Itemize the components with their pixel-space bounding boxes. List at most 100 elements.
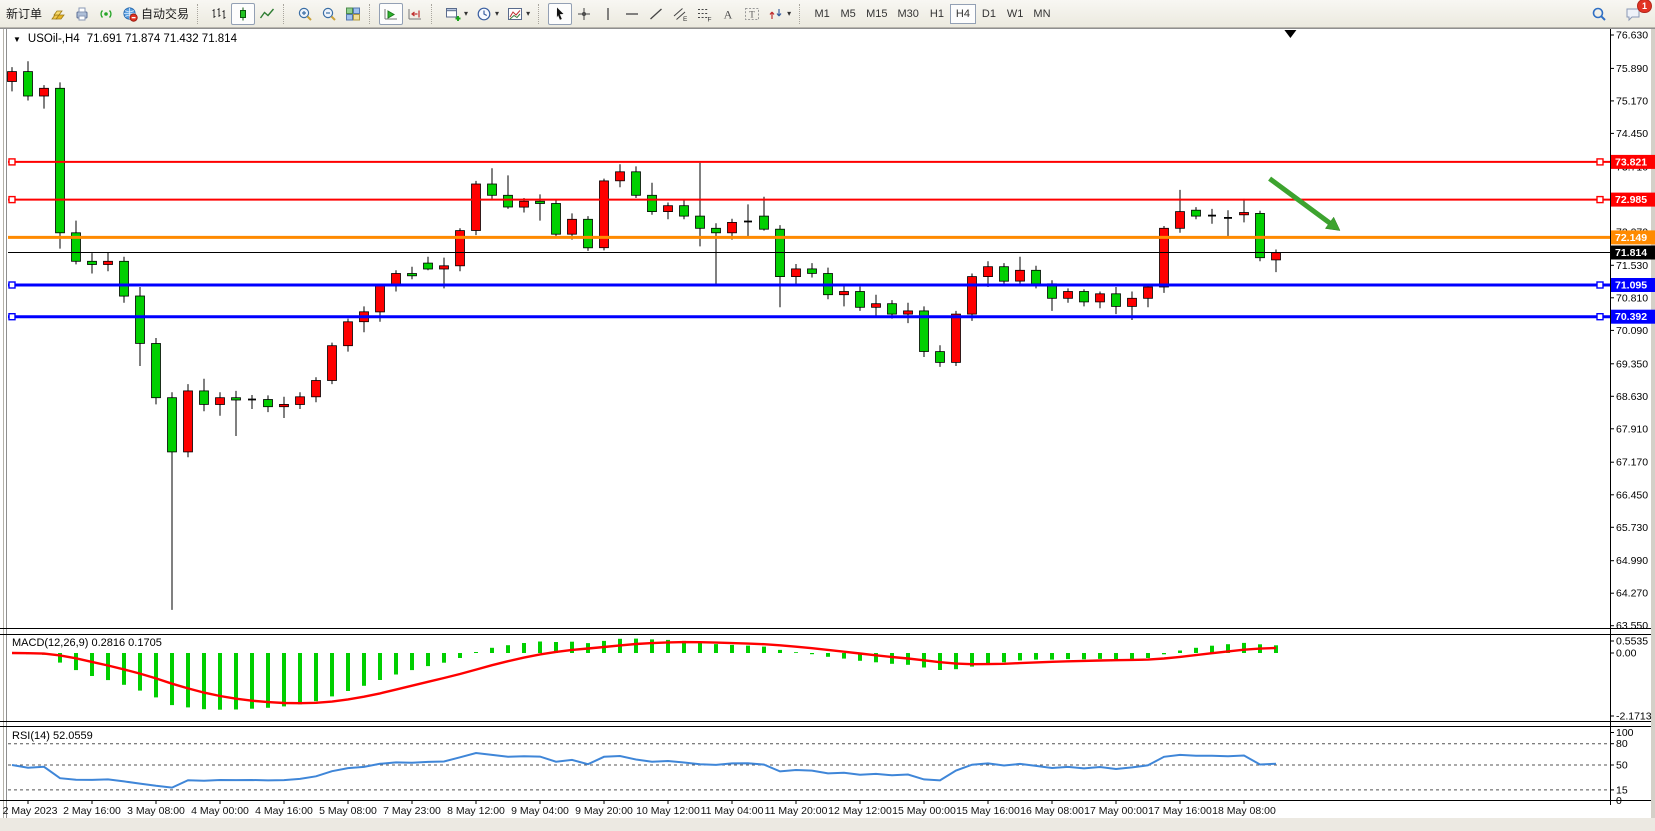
svg-text:100: 100 — [1616, 727, 1634, 739]
new-chart-button[interactable]: ▾ — [441, 3, 472, 25]
svg-text:T: T — [749, 9, 755, 19]
gold-button[interactable] — [46, 3, 70, 25]
candlestick-button[interactable] — [231, 2, 256, 25]
chart-ohlc-values: 71.691 71.874 71.432 71.814 — [86, 33, 237, 45]
tile-windows-button[interactable] — [341, 3, 365, 25]
arrows-tool-button[interactable]: ▾ — [764, 3, 795, 25]
trendline-button[interactable] — [644, 3, 668, 25]
fibonacci-icon: F — [698, 8, 712, 22]
fibonacci-button[interactable]: F — [692, 3, 716, 25]
toolbar-separator — [197, 3, 204, 24]
svg-text:71.095: 71.095 — [1615, 280, 1647, 292]
chart-menu-icon[interactable]: ▼ — [13, 34, 21, 44]
macd-signal-line — [11, 640, 1277, 705]
svg-text:74.450: 74.450 — [1616, 128, 1648, 140]
trendline-icon — [650, 8, 663, 19]
svg-text:65.730: 65.730 — [1616, 522, 1648, 534]
svg-text:4 May 00:00: 4 May 00:00 — [191, 805, 249, 817]
crosshair-icon — [578, 7, 591, 20]
template-button[interactable]: ▾ — [503, 3, 534, 25]
tab-timeframe-mn[interactable]: MN — [1028, 4, 1055, 24]
text-icon: A — [724, 7, 733, 21]
zoom-out-button[interactable] — [317, 3, 341, 25]
notification-badge: 1 — [1636, 0, 1652, 13]
chart-canvas[interactable]: 76.63075.89075.17074.45073.71072.99072.2… — [0, 28, 1655, 831]
date-axis[interactable]: 2 May 2023 2 May 16:00 3 May 08:00 4 May 00… — [3, 800, 1276, 817]
chart-shift-button[interactable] — [403, 3, 427, 25]
tab-timeframe-m30[interactable]: M30 — [893, 4, 924, 24]
zoom-in-button[interactable] — [293, 3, 317, 25]
tab-timeframe-h1[interactable]: H1 — [924, 4, 950, 24]
tab-timeframe-h4[interactable]: H4 — [949, 3, 976, 24]
signal-button[interactable] — [94, 3, 118, 25]
cursor-button[interactable] — [548, 2, 573, 25]
candles[interactable] — [7, 61, 1281, 610]
auto-trading-button[interactable]: 自动交易 — [118, 3, 193, 25]
svg-text:70.090: 70.090 — [1616, 325, 1648, 337]
candlestick-icon — [240, 7, 247, 20]
crosshair-button[interactable] — [572, 3, 596, 25]
svg-text:9 May 20:00: 9 May 20:00 — [575, 805, 633, 817]
svg-text:0: 0 — [1616, 795, 1622, 807]
period-clock-button[interactable]: ▾ — [472, 3, 503, 25]
toolbar-right-group: 1 — [1587, 0, 1652, 25]
toolbar-separator — [369, 3, 376, 24]
svg-text:76.630: 76.630 — [1616, 30, 1648, 42]
macd-histogram — [26, 638, 1278, 710]
arrow-annotation[interactable] — [1268, 176, 1341, 231]
line-chart-button[interactable] — [255, 3, 279, 25]
text-button[interactable]: A — [716, 3, 740, 25]
svg-text:17 May 16:00: 17 May 16:00 — [1148, 805, 1212, 817]
svg-text:10 May 12:00: 10 May 12:00 — [636, 805, 700, 817]
tab-timeframe-m15[interactable]: M15 — [861, 4, 892, 24]
svg-text:15: 15 — [1616, 784, 1628, 796]
vertical-line-button[interactable] — [596, 3, 620, 25]
svg-text:4 May 16:00: 4 May 16:00 — [255, 805, 313, 817]
svg-text:70.810: 70.810 — [1616, 292, 1648, 304]
svg-text:70.392: 70.392 — [1615, 311, 1647, 323]
tab-timeframe-w1[interactable]: W1 — [1002, 4, 1029, 24]
equidistant-channel-button[interactable]: E — [668, 3, 692, 25]
new-order-label: 新订单 — [6, 7, 43, 21]
chart-shift-marker[interactable] — [1284, 30, 1297, 38]
svg-text:72.149: 72.149 — [1615, 232, 1647, 244]
cursor-icon — [556, 7, 564, 20]
svg-text:68.630: 68.630 — [1616, 391, 1648, 403]
rsi-line — [11, 751, 1277, 789]
bar-chart-button[interactable] — [207, 3, 231, 25]
text-label-button[interactable]: T — [740, 3, 764, 25]
toolbar: 新订单 自动交易 ▾ ▾ — [0, 0, 1655, 28]
svg-text:12 May 12:00: 12 May 12:00 — [828, 805, 892, 817]
auto-scroll-button[interactable] — [379, 2, 404, 25]
svg-text:0.5535: 0.5535 — [1616, 636, 1648, 648]
signal-icon — [100, 9, 112, 18]
price-axis[interactable]: 76.63075.89075.17074.45073.71072.99072.2… — [1610, 30, 1655, 633]
chevron-down-icon: ▾ — [495, 8, 500, 18]
horizontal-lines[interactable] — [8, 158, 1610, 321]
tab-timeframe-d1[interactable]: D1 — [976, 4, 1002, 24]
svg-text:67.170: 67.170 — [1616, 457, 1648, 469]
horizontal-line-icon — [626, 12, 639, 15]
svg-text:18 May 08:00: 18 May 08:00 — [1212, 805, 1276, 817]
tab-timeframe-m5[interactable]: M5 — [835, 4, 861, 24]
search-button[interactable] — [1587, 3, 1611, 25]
svg-text:71.814: 71.814 — [1615, 247, 1647, 259]
new-order-button[interactable]: 新订单 — [2, 3, 46, 25]
toolbar-separator — [283, 3, 290, 24]
print-button[interactable] — [70, 3, 94, 25]
line-chart-icon — [259, 8, 275, 18]
current-price-label — [1611, 245, 1655, 260]
tab-timeframe-m1[interactable]: M1 — [809, 4, 835, 24]
svg-text:64.990: 64.990 — [1616, 555, 1648, 567]
chart-title: ▼ USOil-,H4 71.691 71.874 71.432 71.814 — [13, 33, 237, 45]
toolbar-separator — [431, 3, 438, 24]
svg-text:71.530: 71.530 — [1616, 260, 1648, 272]
period-clock-icon — [477, 7, 491, 20]
chat-button[interactable]: 1 — [1621, 0, 1652, 25]
arrows-icon — [769, 8, 782, 19]
text-label-icon: T — [745, 7, 760, 20]
svg-text:8 May 12:00: 8 May 12:00 — [447, 805, 505, 817]
svg-text:5 May 08:00: 5 May 08:00 — [319, 805, 377, 817]
horizontal-line-button[interactable] — [620, 3, 644, 25]
